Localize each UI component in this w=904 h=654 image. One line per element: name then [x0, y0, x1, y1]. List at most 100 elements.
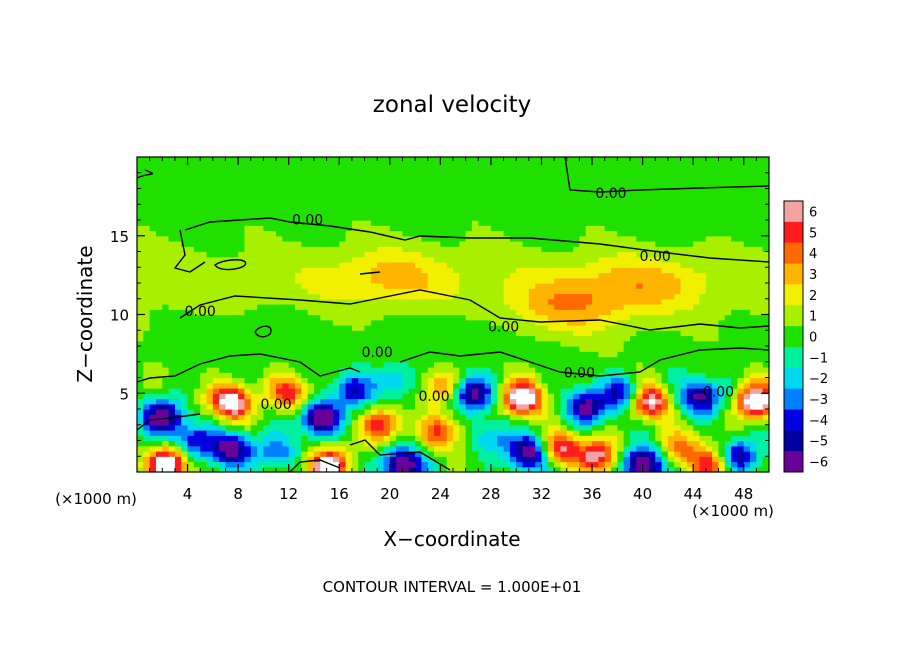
field-cell — [250, 209, 258, 216]
field-cell — [693, 335, 701, 342]
field-cell — [604, 283, 612, 289]
field-cell — [332, 230, 340, 237]
field-cell — [332, 466, 340, 472]
field-cell — [339, 277, 347, 284]
field-cell — [636, 293, 644, 300]
field-cell — [263, 235, 271, 242]
field-cell — [212, 272, 220, 279]
field-cell — [137, 309, 144, 316]
field-cell — [370, 424, 378, 431]
field-cell — [573, 403, 580, 410]
field-cell — [155, 435, 163, 442]
field-cell — [611, 388, 618, 394]
field-cell — [402, 382, 410, 389]
field-cell — [756, 335, 764, 342]
field-cell — [712, 225, 720, 232]
field-cell — [434, 388, 441, 394]
field-cell — [541, 283, 549, 289]
field-cell — [598, 388, 606, 394]
field-cell — [585, 461, 593, 468]
field-cell — [655, 346, 663, 352]
field-cell — [276, 430, 283, 436]
field-cell — [535, 309, 543, 316]
field-cell — [370, 267, 378, 274]
field-cell — [661, 335, 669, 342]
field-cell — [358, 225, 366, 232]
field-cell — [339, 283, 347, 289]
field-cell — [535, 293, 543, 300]
field-cell — [617, 351, 625, 358]
field-cell — [509, 256, 517, 263]
field-cell — [231, 209, 239, 216]
field-cell — [478, 461, 486, 468]
field-cell — [712, 440, 720, 447]
field-cell — [592, 403, 599, 410]
field-cell — [358, 372, 366, 379]
field-cell — [269, 246, 277, 253]
field-cell — [434, 325, 441, 331]
field-cell — [667, 351, 675, 358]
field-cell — [648, 304, 656, 310]
field-cell — [516, 382, 524, 389]
field-cell — [244, 251, 252, 258]
field-cell — [566, 304, 574, 310]
field-cell — [490, 461, 498, 468]
field-cell — [155, 325, 163, 331]
field-cell — [193, 251, 201, 258]
field-cell — [370, 403, 378, 410]
field-cell — [528, 398, 536, 405]
field-cell — [667, 393, 675, 400]
field-cell — [516, 330, 524, 337]
field-cell — [459, 214, 467, 221]
field-cell — [535, 251, 543, 258]
field-cell — [560, 304, 568, 310]
field-cell — [276, 319, 283, 326]
field-cell — [364, 330, 372, 337]
field-cell — [573, 367, 580, 373]
field-cell — [269, 403, 277, 410]
field-cell — [497, 424, 505, 431]
field-cell — [490, 293, 498, 300]
field-cell — [686, 293, 694, 300]
field-cell — [225, 251, 233, 258]
field-cell — [667, 346, 675, 352]
field-cell — [212, 335, 220, 342]
field-cell — [364, 314, 372, 321]
field-cell — [579, 398, 587, 405]
field-cell — [408, 346, 416, 352]
field-cell — [680, 288, 688, 295]
field-cell — [434, 293, 441, 300]
field-cell — [547, 398, 555, 405]
field-cell — [642, 424, 650, 431]
field-cell — [592, 319, 599, 326]
field-cell — [712, 319, 720, 326]
field-cell — [629, 414, 637, 421]
field-cell — [143, 361, 151, 368]
field-cell — [269, 466, 277, 472]
field-cell — [465, 340, 473, 347]
field-cell — [554, 419, 562, 426]
field-cell — [756, 414, 764, 421]
field-cell — [750, 298, 757, 305]
field-cell — [661, 451, 669, 457]
field-cell — [579, 330, 587, 337]
field-cell — [516, 262, 524, 268]
field-cell — [250, 330, 258, 337]
field-cell — [718, 367, 726, 373]
field-cell — [320, 393, 328, 400]
field-cell — [737, 340, 745, 347]
field-cell — [762, 220, 769, 226]
field-cell — [497, 293, 505, 300]
field-cell — [756, 377, 764, 384]
field-cell — [206, 356, 214, 363]
field-cell — [250, 304, 258, 310]
field-cell — [345, 325, 353, 331]
field-cell — [288, 388, 296, 394]
field-cell — [396, 466, 404, 472]
field-cell — [446, 388, 454, 394]
field-cell — [705, 256, 713, 263]
field-cell — [351, 461, 359, 468]
field-cell — [162, 319, 170, 326]
field-cell — [750, 325, 757, 331]
field-cell — [301, 304, 309, 310]
